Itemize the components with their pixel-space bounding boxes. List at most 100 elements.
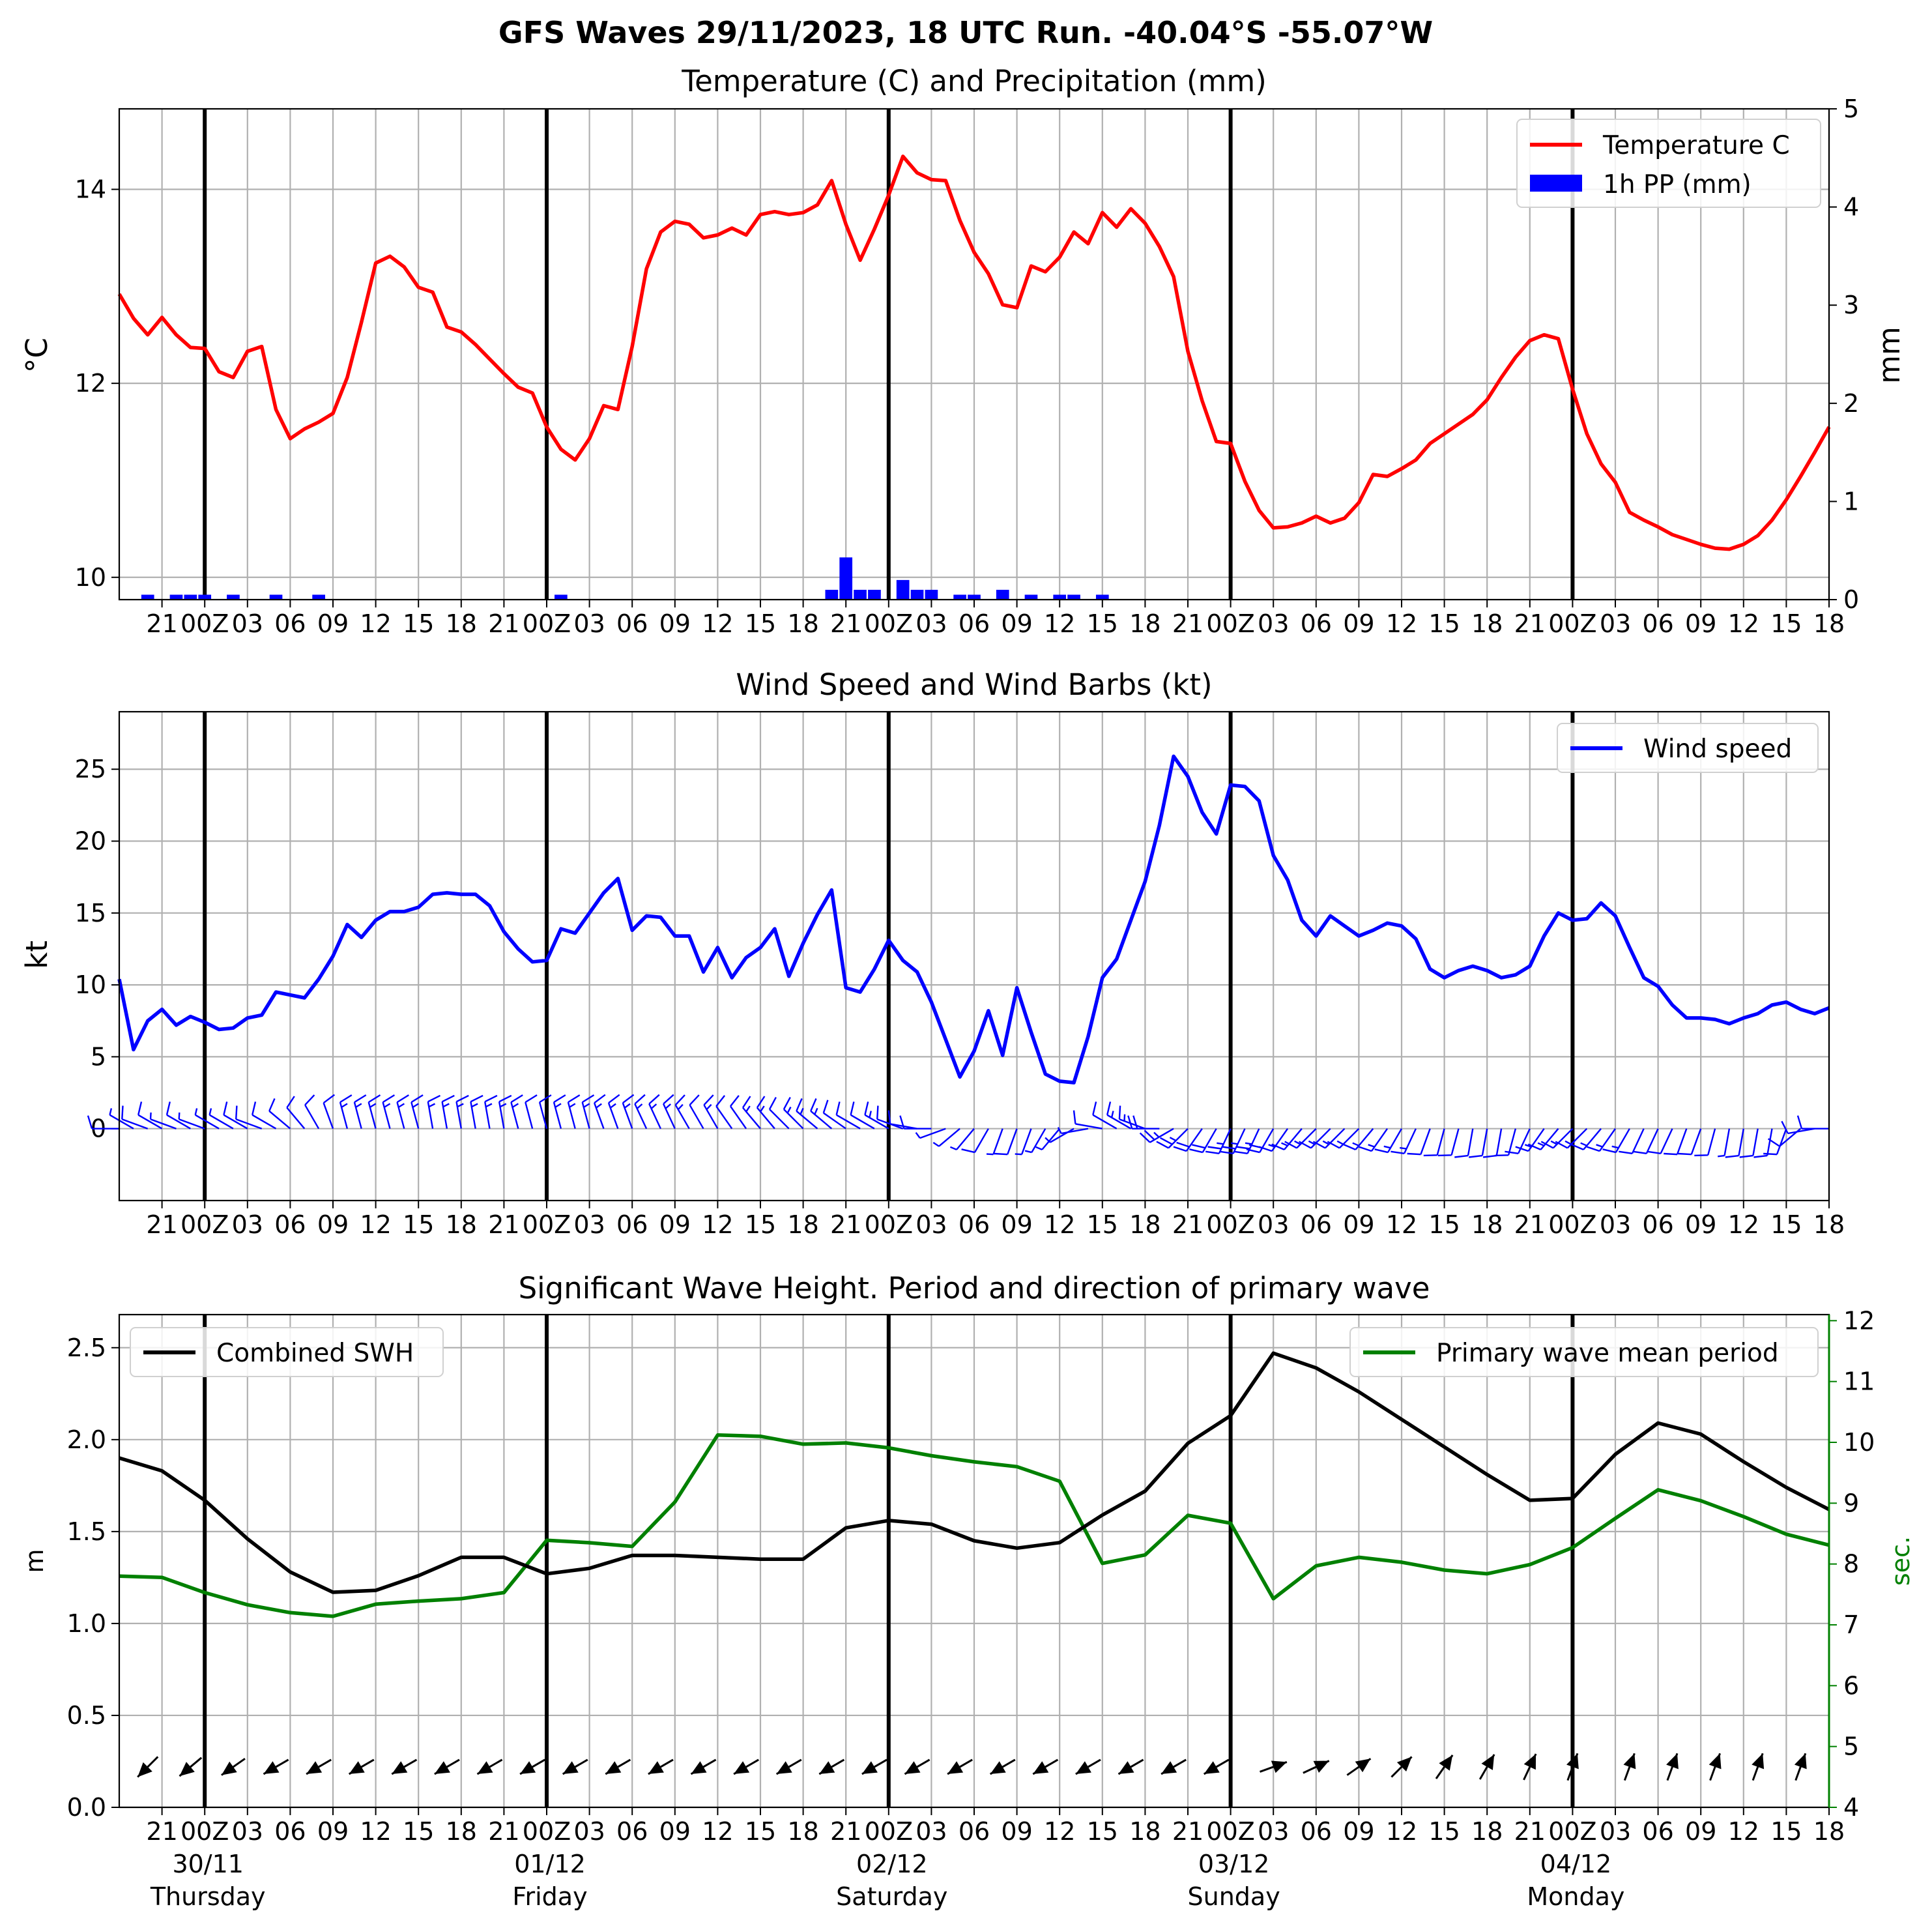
precip-bar xyxy=(868,589,881,600)
precip-bar xyxy=(227,594,240,600)
wind-barb xyxy=(1024,1128,1046,1154)
wind-barb xyxy=(1570,1128,1602,1151)
wind-barb xyxy=(498,1094,512,1129)
day-date-label: 02/12 xyxy=(856,1850,928,1878)
wave-arrow-head xyxy=(947,1761,964,1774)
x-tick-label: 18 xyxy=(787,1210,818,1239)
legend-temp-label: Temperature C xyxy=(1602,131,1790,160)
wind-barb xyxy=(1694,1128,1716,1157)
day-weekday-label: Sunday xyxy=(1188,1882,1280,1911)
wind-barb xyxy=(822,1100,846,1130)
wave-arrow-head xyxy=(691,1761,707,1774)
x-tick-label: 00Z xyxy=(523,1817,571,1846)
wind-barb xyxy=(525,1094,538,1130)
wave-period-line xyxy=(119,1433,1830,1618)
x-tick-label: 00Z xyxy=(865,609,913,638)
x-tick-label: 06 xyxy=(1642,609,1673,638)
x-tick-label: 12 xyxy=(1044,1817,1075,1846)
x-tick-label: 06 xyxy=(1642,1210,1673,1239)
wind-barb xyxy=(835,1101,861,1130)
wave-arrow-head xyxy=(1118,1761,1134,1774)
y-tick-label: 2.5 xyxy=(67,1334,106,1362)
wind-barb xyxy=(876,1105,904,1130)
precip-bar xyxy=(312,594,325,600)
wind-barb xyxy=(1156,1128,1189,1149)
x-tick-label: 03 xyxy=(232,609,263,638)
period-tick-label: 10 xyxy=(1843,1428,1875,1457)
x-tick-label: 12 xyxy=(702,609,733,638)
y-tick-label: 1.5 xyxy=(67,1517,106,1546)
x-tick-label: 12 xyxy=(360,1210,391,1239)
y-tick-label: 12 xyxy=(75,369,106,398)
x-tick-label: 12 xyxy=(702,1817,733,1846)
x-tick-label: 09 xyxy=(1001,1210,1032,1239)
x-tick-label: 09 xyxy=(1685,1817,1716,1846)
period-tick-label: 11 xyxy=(1843,1367,1875,1396)
wind-barb xyxy=(986,1128,1003,1156)
wave-arrow-head xyxy=(1161,1761,1177,1774)
x-tick-label: 09 xyxy=(1001,609,1032,638)
wind-barb xyxy=(455,1094,469,1129)
precip-bar xyxy=(953,594,966,600)
x-tick-label: 18 xyxy=(446,609,477,638)
wave-arrow-head xyxy=(392,1761,408,1774)
wind-barb xyxy=(742,1096,761,1130)
x-tick-label: 21 xyxy=(146,1210,177,1239)
x-tick-label: 06 xyxy=(274,1210,306,1239)
day-date-label: 01/12 xyxy=(514,1850,586,1878)
wind-barb xyxy=(1407,1128,1431,1156)
x-tick-label: 18 xyxy=(1129,609,1161,638)
precip-bar xyxy=(184,594,197,600)
wind-barb xyxy=(1327,1128,1360,1149)
wave-arrow-head xyxy=(1439,1755,1453,1771)
wind-barb xyxy=(1189,1128,1217,1154)
y2-tick-label: 1 xyxy=(1843,487,1859,516)
wind-barb xyxy=(209,1108,234,1130)
x-tick-label: 00Z xyxy=(523,609,571,638)
y-tick-label: 2.0 xyxy=(67,1425,106,1454)
wind-barb xyxy=(137,1101,163,1130)
precip-bar xyxy=(555,594,568,600)
wave-arrow-head xyxy=(1481,1754,1495,1770)
x-tick-label: 03 xyxy=(1600,1817,1631,1846)
y2-tick-label: 3 xyxy=(1843,291,1859,319)
wind-barb xyxy=(323,1094,336,1130)
x-tick-label: 21 xyxy=(1172,1817,1204,1846)
day-date-label: 04/12 xyxy=(1540,1850,1612,1878)
wind-barb xyxy=(703,1094,719,1130)
wind-barb xyxy=(1495,1128,1517,1157)
x-tick-label: 00Z xyxy=(523,1210,571,1239)
wave-arrow-head xyxy=(520,1761,536,1774)
x-tick-label: 21 xyxy=(1172,1210,1204,1239)
wave-arrow-head xyxy=(1709,1753,1722,1770)
y-tick-label: 5 xyxy=(91,1042,106,1071)
wave-arrow-head xyxy=(1271,1760,1287,1773)
x-tick-label: 15 xyxy=(1087,609,1118,638)
wave-arrow-head xyxy=(1794,1753,1807,1770)
wind-barb xyxy=(607,1094,620,1130)
x-tick-label: 12 xyxy=(1044,609,1075,638)
wave-arrow-head xyxy=(861,1761,878,1774)
wind-barb xyxy=(1763,1128,1787,1156)
x-tick-label: 12 xyxy=(1728,609,1759,638)
x-tick-label: 15 xyxy=(1770,1210,1802,1239)
x-tick-label: 15 xyxy=(1428,1817,1460,1846)
wind-barb xyxy=(689,1094,704,1130)
wind-ylabel: kt xyxy=(20,940,54,969)
wind-barb xyxy=(1677,1128,1702,1156)
wave-arrow-head xyxy=(605,1761,622,1774)
wind-barb xyxy=(1219,1128,1246,1154)
legend-box xyxy=(130,1327,444,1377)
day-weekday-label: Saturday xyxy=(836,1882,947,1911)
x-tick-label: 03 xyxy=(1258,1817,1289,1846)
x-tick-label: 18 xyxy=(1471,1210,1503,1239)
precip-bar xyxy=(1067,594,1080,600)
precip-bar xyxy=(141,594,154,600)
wind-barb xyxy=(1527,1128,1559,1151)
x-tick-label: 15 xyxy=(1770,609,1802,638)
x-tick-label: 18 xyxy=(787,1817,818,1846)
wind-barb xyxy=(427,1094,441,1129)
x-tick-label: 00Z xyxy=(1548,1817,1596,1846)
wind-barb xyxy=(1647,1128,1673,1154)
